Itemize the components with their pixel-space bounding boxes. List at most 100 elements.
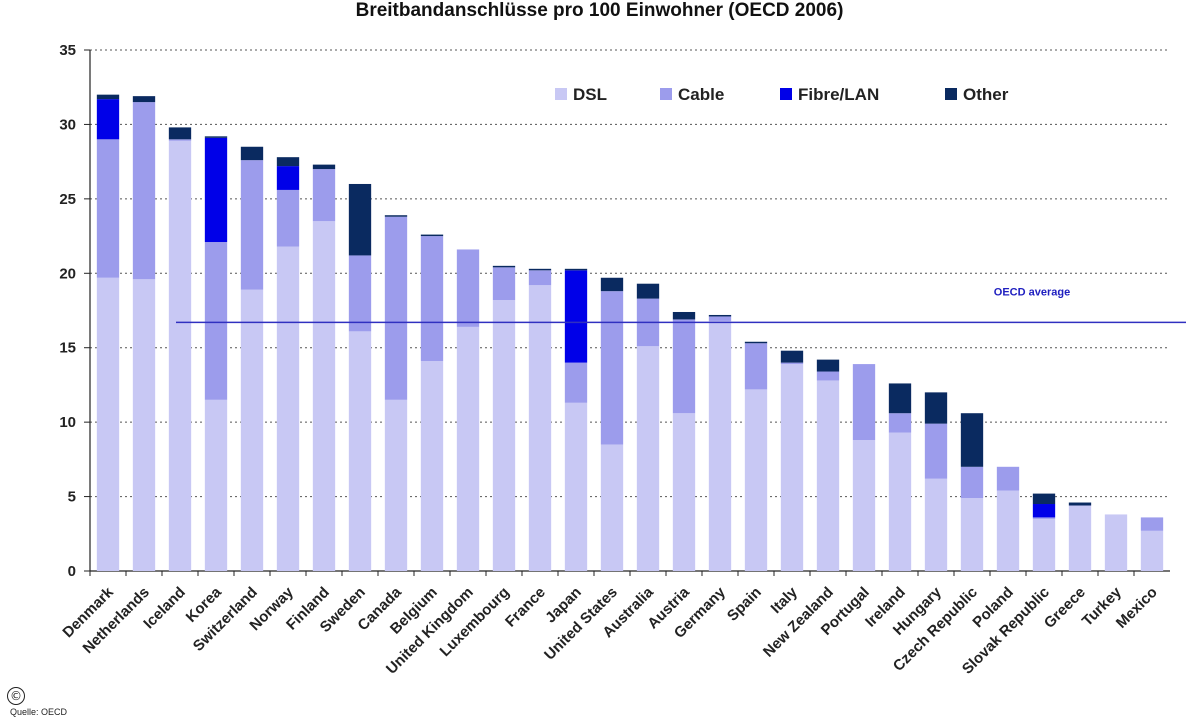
chart-title: Breitbandanschlüsse pro 100 Einwohner (O… <box>355 0 844 21</box>
bar-segment-other <box>348 183 372 256</box>
bar-segment-cable <box>780 362 804 365</box>
bar-segment-cable <box>816 371 840 381</box>
bar-segment-other <box>528 268 552 271</box>
x-tick-label: Greece <box>1041 584 1089 632</box>
bar-segment-other <box>204 136 228 138</box>
bar-segment-cable <box>420 236 444 362</box>
bar-segment-other <box>1032 493 1056 505</box>
bar-segment-cable <box>960 466 984 499</box>
bar-segment-cable <box>1032 517 1056 519</box>
bar-segment-other <box>744 341 768 344</box>
legend-swatch-cable <box>660 88 672 100</box>
legend-swatch-fibre-lan <box>780 88 792 100</box>
bars <box>96 94 1164 571</box>
legend-swatch-other <box>945 88 957 100</box>
oecd-average-label: OECD average <box>994 286 1070 298</box>
bar-segment-other <box>168 127 192 140</box>
bar-segment-dsl <box>636 346 660 571</box>
bar-segment-dsl <box>204 399 228 571</box>
bar-segment-other <box>384 215 408 217</box>
bar-segment-dsl <box>780 364 804 571</box>
bar-segment-other <box>96 94 120 100</box>
bar-segment-cable <box>384 216 408 400</box>
oecd-average-group: OECD average <box>176 286 1186 324</box>
bar-segment-dsl <box>1068 505 1092 571</box>
bar-segment-cable <box>672 319 696 414</box>
bar-segment-cable <box>240 160 264 290</box>
bar-segment-fibre-lan <box>204 137 228 243</box>
bar-segment-fibre-lan <box>96 99 120 140</box>
bar-segment-cable <box>600 291 624 445</box>
bar-segment-dsl <box>996 490 1020 571</box>
bar-segment-dsl <box>1104 514 1128 571</box>
bar-segment-cable <box>96 139 120 278</box>
bar-segment-dsl <box>816 380 840 571</box>
bar-segment-dsl <box>924 478 948 571</box>
y-tick-label: 10 <box>59 414 76 431</box>
y-tick-labels: 0 5 10 15 20 25 30 35 <box>59 42 76 580</box>
x-tick-label: France <box>502 584 549 631</box>
bar-segment-dsl <box>96 277 120 571</box>
bar-segment-other <box>708 314 732 317</box>
bar-segment-cable <box>744 343 768 390</box>
bar-segment-cable <box>996 466 1020 491</box>
y-tick-label: 35 <box>59 42 76 59</box>
y-tick-label: 25 <box>59 191 76 208</box>
bar-segment-other <box>600 277 624 292</box>
gridlines <box>90 49 1170 498</box>
bar-segment-other <box>492 265 516 268</box>
bar-segment-cable <box>708 316 732 321</box>
bar-segment-other <box>1068 502 1092 506</box>
bar-segment-dsl <box>348 331 372 571</box>
bar-segment-cable <box>168 139 192 141</box>
bar-segment-dsl <box>384 399 408 571</box>
x-tick-labels: DenmarkNetherlandsIcelandKoreaSwitzerlan… <box>59 583 1160 677</box>
bar-segment-cable <box>348 255 372 332</box>
bar-segment-other <box>672 311 696 320</box>
bar-segment-cable <box>456 249 480 327</box>
bar-segment-other <box>780 350 804 363</box>
legend: DSL Cable Fibre/LAN Other <box>555 85 1009 104</box>
bar-segment-cable <box>312 169 336 222</box>
bar-segment-dsl <box>600 444 624 571</box>
bar-segment-dsl <box>276 246 300 571</box>
bar-segment-dsl <box>240 289 264 571</box>
y-tick-label: 30 <box>59 116 76 133</box>
source-note: Quelle: OECD <box>10 707 68 717</box>
bar-segment-cable <box>1140 517 1164 531</box>
bar-segment-other <box>312 164 336 170</box>
bar-segment-dsl <box>132 279 156 571</box>
bar-segment-other <box>240 146 264 161</box>
bar-segment-other <box>888 383 912 414</box>
bar-segment-dsl <box>312 221 336 571</box>
bar-segment-cable <box>132 102 156 280</box>
bar-segment-dsl <box>492 300 516 571</box>
bar-segment-cable <box>204 242 228 400</box>
bar-segment-other <box>276 157 300 167</box>
bar-segment-dsl <box>888 432 912 571</box>
bar-segment-cable <box>888 413 912 433</box>
copyright-icon: © <box>7 687 25 705</box>
bar-segment-cable <box>528 270 552 286</box>
y-tick-label: 0 <box>68 563 76 580</box>
bar-segment-dsl <box>744 389 768 571</box>
bar-segment-dsl <box>528 285 552 571</box>
axes <box>84 49 1170 576</box>
y-tick-label: 20 <box>59 265 76 282</box>
legend-swatch-dsl <box>555 88 567 100</box>
bar-segment-cable <box>852 364 876 441</box>
bar-segment-fibre-lan <box>276 166 300 190</box>
bar-segment-other <box>132 96 156 103</box>
bar-segment-other <box>816 359 840 372</box>
legend-label: DSL <box>573 85 607 104</box>
y-tick-label: 5 <box>68 489 76 506</box>
bar-segment-dsl <box>852 440 876 571</box>
bar-segment-dsl <box>672 413 696 571</box>
bar-segment-dsl <box>564 402 588 571</box>
bar-segment-dsl <box>708 320 732 571</box>
bar-segment-cable <box>564 362 588 403</box>
bar-segment-dsl <box>960 498 984 571</box>
bar-segment-cable <box>924 423 948 479</box>
bar-segment-fibre-lan <box>564 270 588 363</box>
